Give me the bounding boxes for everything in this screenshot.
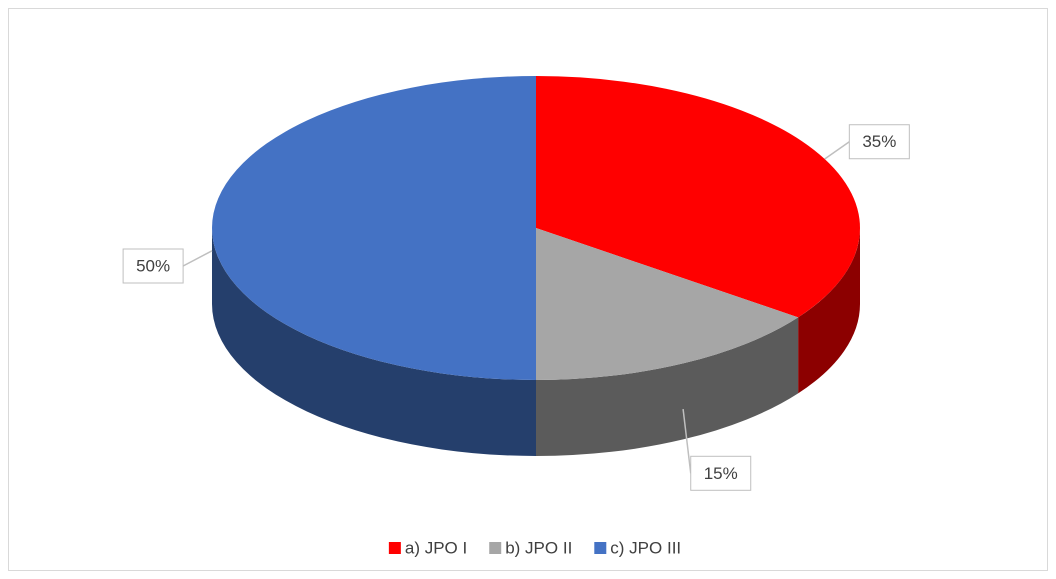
legend-swatch — [388, 542, 401, 554]
legend-label: a) JPO I — [405, 538, 467, 557]
label-box — [122, 248, 184, 284]
legend-swatch — [489, 542, 502, 554]
slice-side — [212, 228, 536, 456]
slice — [212, 76, 536, 380]
data-label: 15% — [704, 464, 738, 483]
leader-line — [824, 141, 850, 160]
slice-side — [536, 317, 799, 456]
legend-swatch — [594, 542, 607, 554]
slice — [536, 76, 860, 318]
data-label: 50% — [136, 256, 170, 275]
data-labels: 35% 15% 50% — [122, 124, 910, 491]
legend-label: c) JPO III — [610, 538, 681, 557]
label-box — [848, 124, 910, 160]
pie — [212, 76, 860, 456]
data-label: 35% — [862, 132, 896, 151]
legend: a) JPO I b) JPO II c) JPO III — [388, 538, 681, 557]
leader-line — [182, 250, 213, 267]
slice — [536, 228, 799, 380]
leader-line — [682, 408, 692, 474]
label-box — [690, 455, 752, 491]
legend-label: b) JPO II — [505, 538, 572, 557]
slice-side — [798, 228, 860, 394]
